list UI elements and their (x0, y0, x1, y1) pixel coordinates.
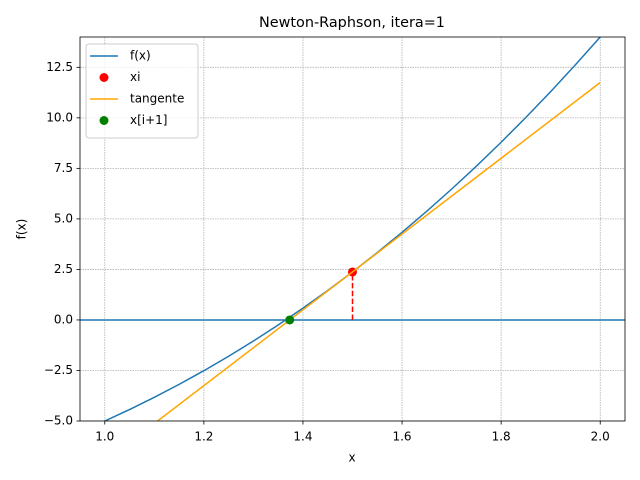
legend-label: x[i+1] (130, 113, 168, 127)
y-tick-label: 0.0 (54, 312, 73, 326)
x-tick-label: 1.6 (392, 430, 411, 444)
axes-frame (79, 36, 626, 422)
y-tick-label: 2.5 (54, 262, 73, 276)
y-tick-label: −2.5 (44, 363, 73, 377)
y-tick-label: 12.5 (46, 60, 73, 74)
x-tick-label: 1.2 (194, 430, 213, 444)
x-tick-label: 1.0 (95, 430, 114, 444)
line (156, 81, 601, 421)
plot-area (80, 37, 625, 421)
point (285, 315, 295, 325)
y-tick-label: 5.0 (54, 211, 73, 225)
x-axis-label: x (348, 451, 355, 465)
chart-title: Newton-Raphson, itera=1 (259, 15, 445, 31)
legend: f(x) xi tangente x[i+1] (85, 43, 199, 139)
legend-box (85, 43, 199, 139)
x-tick-label: 1.4 (293, 430, 312, 444)
legend-label: f(x) (130, 49, 151, 63)
y-tick-label: 10.0 (46, 110, 73, 124)
legend-label: tangente (130, 92, 184, 106)
x-tick-label: 2.0 (591, 430, 610, 444)
ticks: 1.0 1.2 1.4 1.6 1.8 2.0 −5.0 −2.5 0.0 2.5 5.0 7.5 10… (44, 60, 610, 444)
x-tick-label: 1.8 (492, 430, 511, 444)
legend-marker (99, 73, 109, 82)
legend-label: xi (130, 70, 140, 84)
y-tick-label: 7.5 (54, 161, 73, 175)
y-axis-label: f(x) (15, 219, 29, 240)
y-tick-label: −5.0 (44, 414, 73, 428)
legend-marker (99, 116, 109, 125)
